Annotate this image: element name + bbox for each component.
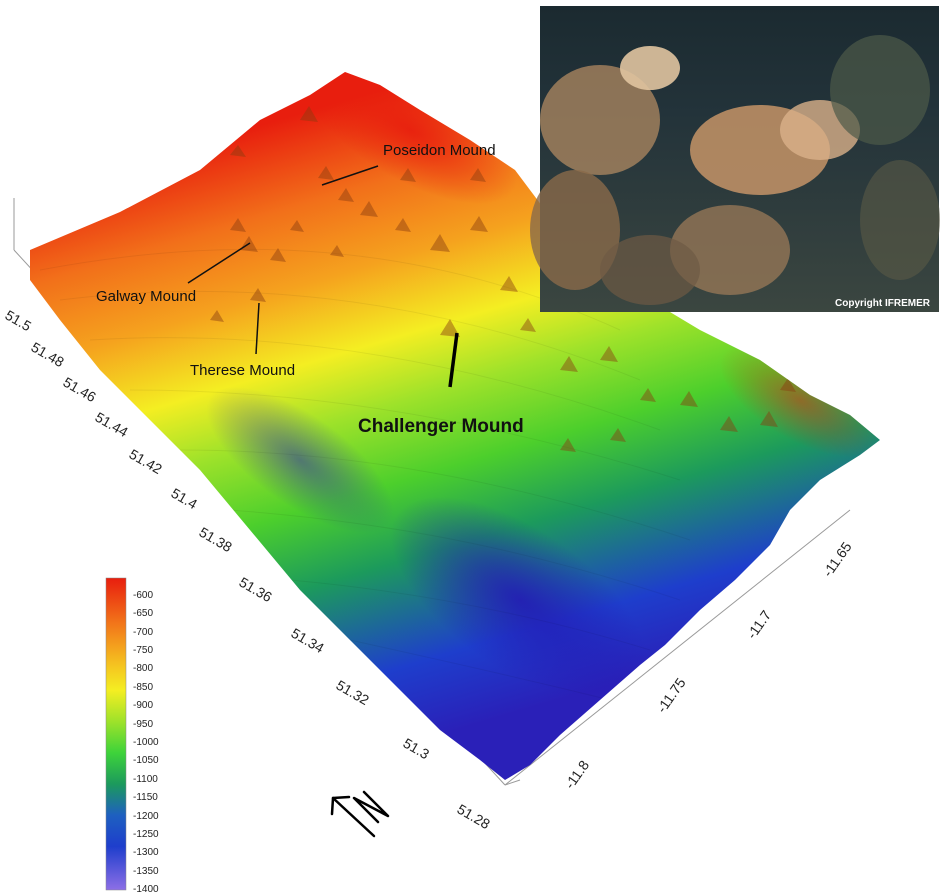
colorbar-value: -1150 [133,792,158,803]
lat-tick: 51.5 [3,307,35,335]
shallow-crest [303,72,517,204]
challenger-mound-label: Challenger Mound [358,416,524,437]
colorbar-value: -900 [133,700,153,711]
galway-mound-label: Galway Mound [96,288,196,305]
photo-credit: Copyright IFREMER [835,298,931,309]
challenger-leader [448,332,459,388]
poseidon-mound-label: Poseidon Mound [383,142,496,159]
colorbar-value: -750 [133,645,153,656]
colorbar-value: -800 [133,663,153,674]
lon-tick: -11.75 [653,675,688,716]
lat-tick: 51.4 [169,485,201,513]
seafloor-texture [39,248,691,701]
lat-tick: 51.28 [455,801,494,832]
colorbar-value: -850 [133,682,153,693]
shallow-crest-east [719,343,880,457]
north-arrow-icon [330,790,390,838]
colorbar-labels: -600 -650 -700 -750 -800 -850 -900 -950 … [133,590,159,895]
colorbar-value: -650 [133,608,153,619]
coral-photo-inset: Copyright IFREMER [530,6,940,312]
mound-callouts: Poseidon Mound Galway Mound Therese Moun… [96,142,524,437]
lat-tick: 51.38 [197,524,236,555]
lon-tick: -11.8 [561,757,592,792]
poseidon-leader [321,165,379,186]
colorbar-value: -1250 [133,829,159,840]
depth-colorbar: -600 -650 -700 -750 -800 -850 -900 -950 … [105,577,159,895]
lat-tick: 51.48 [29,339,68,370]
lat-tick: 51.36 [237,574,276,605]
deep-basin-west [206,386,394,534]
lat-tick: 51.3 [401,735,433,763]
lat-tick: 51.44 [93,409,132,440]
lat-tick: 51.34 [289,625,328,656]
lon-tick: -11.65 [819,539,854,580]
mound-field [210,106,796,452]
colorbar-value: -1100 [133,774,158,785]
bathymetry-surface [30,72,880,780]
colorbar-value: -700 [133,627,153,638]
colorbar-value: -1200 [133,811,159,822]
therese-leader [255,302,260,355]
colorbar-value: -950 [133,719,153,730]
colorbar-value: -1300 [133,847,159,858]
lat-tick: 51.32 [334,677,373,708]
colorbar-value: -1350 [133,866,159,877]
galway-leader [187,242,251,284]
therese-mound-label: Therese Mound [190,362,295,379]
surface-base [30,72,880,780]
lat-tick: 51.42 [127,446,166,477]
coral-colonies [530,35,940,305]
lon-tick: -11.7 [743,607,774,642]
colorbar-value: -1400 [133,884,159,895]
colorbar-value: -1000 [133,737,159,748]
lat-tick: 51.46 [61,374,100,405]
colorbar-value: -1050 [133,755,159,766]
colorbar-ramp [105,577,127,891]
colorbar-value: -600 [133,590,153,601]
deep-basin [390,496,650,704]
